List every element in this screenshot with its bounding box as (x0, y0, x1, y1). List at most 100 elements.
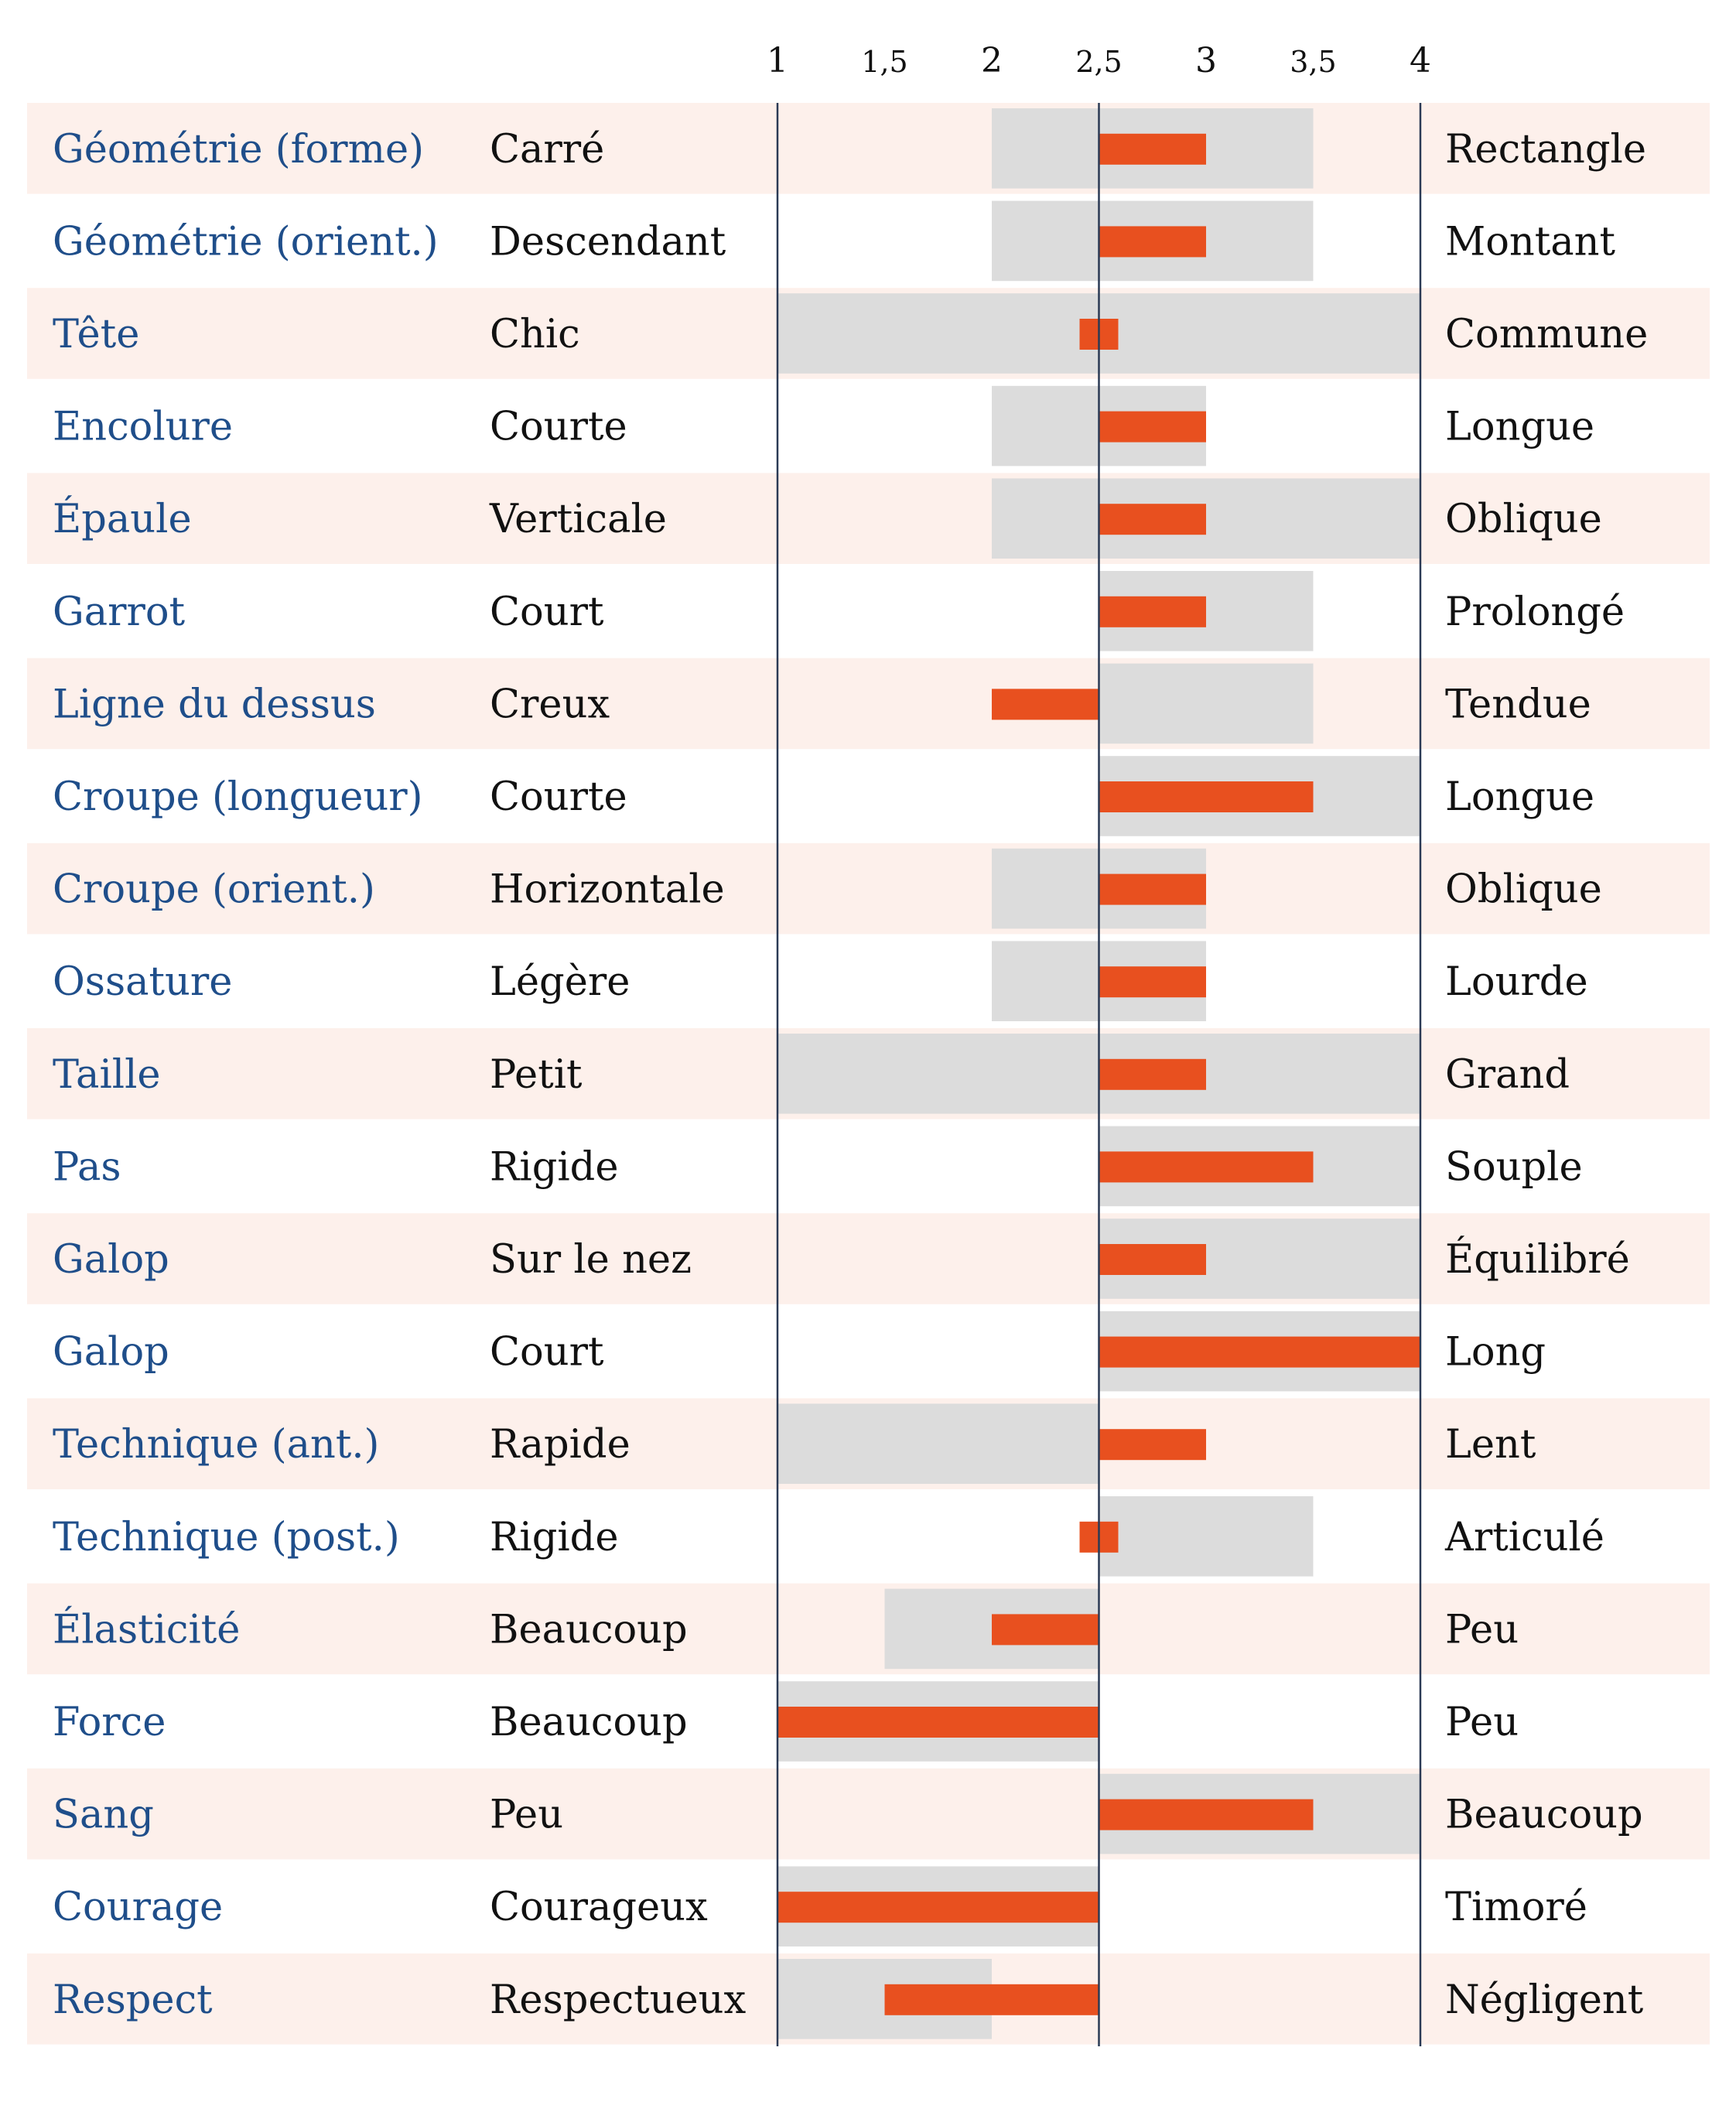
axis-lines (776, 103, 1422, 2046)
trait-label: Tête (53, 312, 139, 357)
left-pole-label: Verticale (489, 497, 667, 542)
value-bar (1099, 133, 1206, 165)
range-box (777, 1403, 1099, 1484)
trait-label: Pas (53, 1144, 121, 1190)
left-pole-label: Rigide (490, 1144, 619, 1190)
left-pole-label: Sur le nez (490, 1237, 692, 1283)
trait-label: Technique (ant.) (53, 1422, 379, 1468)
trait-label: Ossature (53, 959, 232, 1005)
value-bar (1099, 1058, 1206, 1090)
right-pole-label: Grand (1445, 1052, 1570, 1098)
right-pole-label: Souple (1445, 1144, 1583, 1190)
right-pole-label: Oblique (1445, 867, 1602, 913)
right-pole-label: Timoré (1445, 1885, 1587, 1930)
left-pole-label: Carré (490, 127, 604, 173)
tick-label: 1,5 (861, 45, 907, 79)
trait-label: Technique (post.) (53, 1515, 400, 1560)
value-bar (1099, 966, 1206, 998)
row-band (27, 1583, 1710, 1675)
left-pole-label: Courte (490, 774, 627, 820)
left-pole-label: Rigide (490, 1515, 619, 1560)
value-bar (1099, 596, 1206, 627)
right-pole-label: Équilibré (1445, 1236, 1630, 1283)
left-pole-label: Petit (490, 1052, 583, 1098)
value-bars (777, 133, 1420, 2015)
left-pole-label: Peu (490, 1793, 563, 1838)
row-band (27, 473, 1710, 564)
right-pole-label: Tendue (1445, 682, 1591, 727)
tick-label: 2 (981, 41, 1003, 80)
trait-label: Élasticité (53, 1606, 240, 1653)
value-bar (777, 1892, 1099, 1923)
right-pole-label: Lourde (1445, 959, 1588, 1005)
trait-label: Sang (53, 1793, 154, 1838)
left-pole-label: Courageux (490, 1885, 708, 1930)
right-pole-label: Négligent (1445, 1977, 1644, 2023)
right-pole-label: Long (1445, 1330, 1546, 1376)
value-bar (1099, 411, 1206, 443)
value-bar (1099, 1244, 1206, 1275)
row-band (27, 843, 1710, 935)
trait-label: Géométrie (forme) (53, 127, 424, 173)
value-bar (1099, 781, 1314, 812)
trait-label: Géométrie (orient.) (53, 219, 439, 265)
trait-label: Taille (53, 1052, 161, 1098)
tick-label: 2,5 (1075, 45, 1122, 79)
value-bar (1099, 1799, 1314, 1830)
left-pole-label: Beaucoup (490, 1607, 688, 1653)
range-box (1099, 1496, 1314, 1577)
right-pole-label: Rectangle (1445, 127, 1646, 173)
right-pole-label: Peu (1445, 1607, 1519, 1653)
left-pole-label: Chic (490, 312, 580, 357)
value-bar (992, 689, 1099, 720)
left-pole-label: Descendant (490, 219, 726, 265)
row-band (27, 1213, 1710, 1304)
row-labels: Géométrie (forme) Carré Rectangle Géométrie… (53, 127, 1648, 2023)
left-pole-label: Beaucoup (490, 1700, 688, 1745)
left-pole-label: Creux (490, 682, 610, 727)
right-pole-label: Commune (1445, 312, 1648, 357)
trait-label: Croupe (longueur) (53, 774, 423, 820)
value-bar (1099, 1429, 1206, 1461)
right-pole-label: Beaucoup (1445, 1793, 1643, 1838)
range-box (1099, 663, 1314, 744)
trait-label: Épaule (53, 496, 192, 542)
tick-label: 1 (767, 41, 788, 80)
right-pole-label: Peu (1445, 1700, 1519, 1745)
left-pole-label: Respectueux (490, 1977, 747, 2023)
value-bar (884, 1984, 1099, 2015)
trait-label: Garrot (53, 590, 186, 635)
right-pole-label: Oblique (1445, 497, 1602, 542)
trait-label: Galop (53, 1237, 169, 1283)
value-bar (1099, 226, 1206, 258)
row-band (27, 1768, 1710, 1860)
row-band (27, 658, 1710, 750)
right-pole-label: Prolongé (1445, 590, 1625, 635)
trait-label: Encolure (53, 405, 233, 450)
value-bar (1099, 1151, 1314, 1183)
right-pole-label: Longue (1445, 774, 1594, 820)
tick-labels: 1 1,5 2 2,5 3 3,5 4 (767, 41, 1431, 80)
value-bar (1099, 1336, 1420, 1368)
trait-label: Ligne du dessus (53, 682, 376, 727)
value-bar (777, 1707, 1099, 1738)
trait-label: Courage (53, 1885, 223, 1930)
left-pole-label: Horizontale (490, 867, 725, 913)
tick-label: 3 (1195, 41, 1217, 80)
trait-label: Force (53, 1700, 166, 1745)
value-bar (992, 1614, 1099, 1646)
right-pole-label: Lent (1445, 1422, 1536, 1468)
left-pole-label: Légère (490, 959, 630, 1005)
value-bar (1099, 873, 1206, 905)
tick-label: 4 (1410, 41, 1431, 80)
left-pole-label: Courte (490, 405, 627, 450)
row-band (27, 103, 1710, 194)
right-pole-label: Longue (1445, 405, 1594, 450)
trait-label: Respect (53, 1977, 213, 2023)
right-pole-label: Articulé (1444, 1515, 1604, 1560)
left-pole-label: Court (490, 590, 604, 635)
trait-label: Croupe (orient.) (53, 867, 375, 913)
value-bar (1099, 504, 1206, 535)
left-pole-label: Court (490, 1330, 604, 1376)
